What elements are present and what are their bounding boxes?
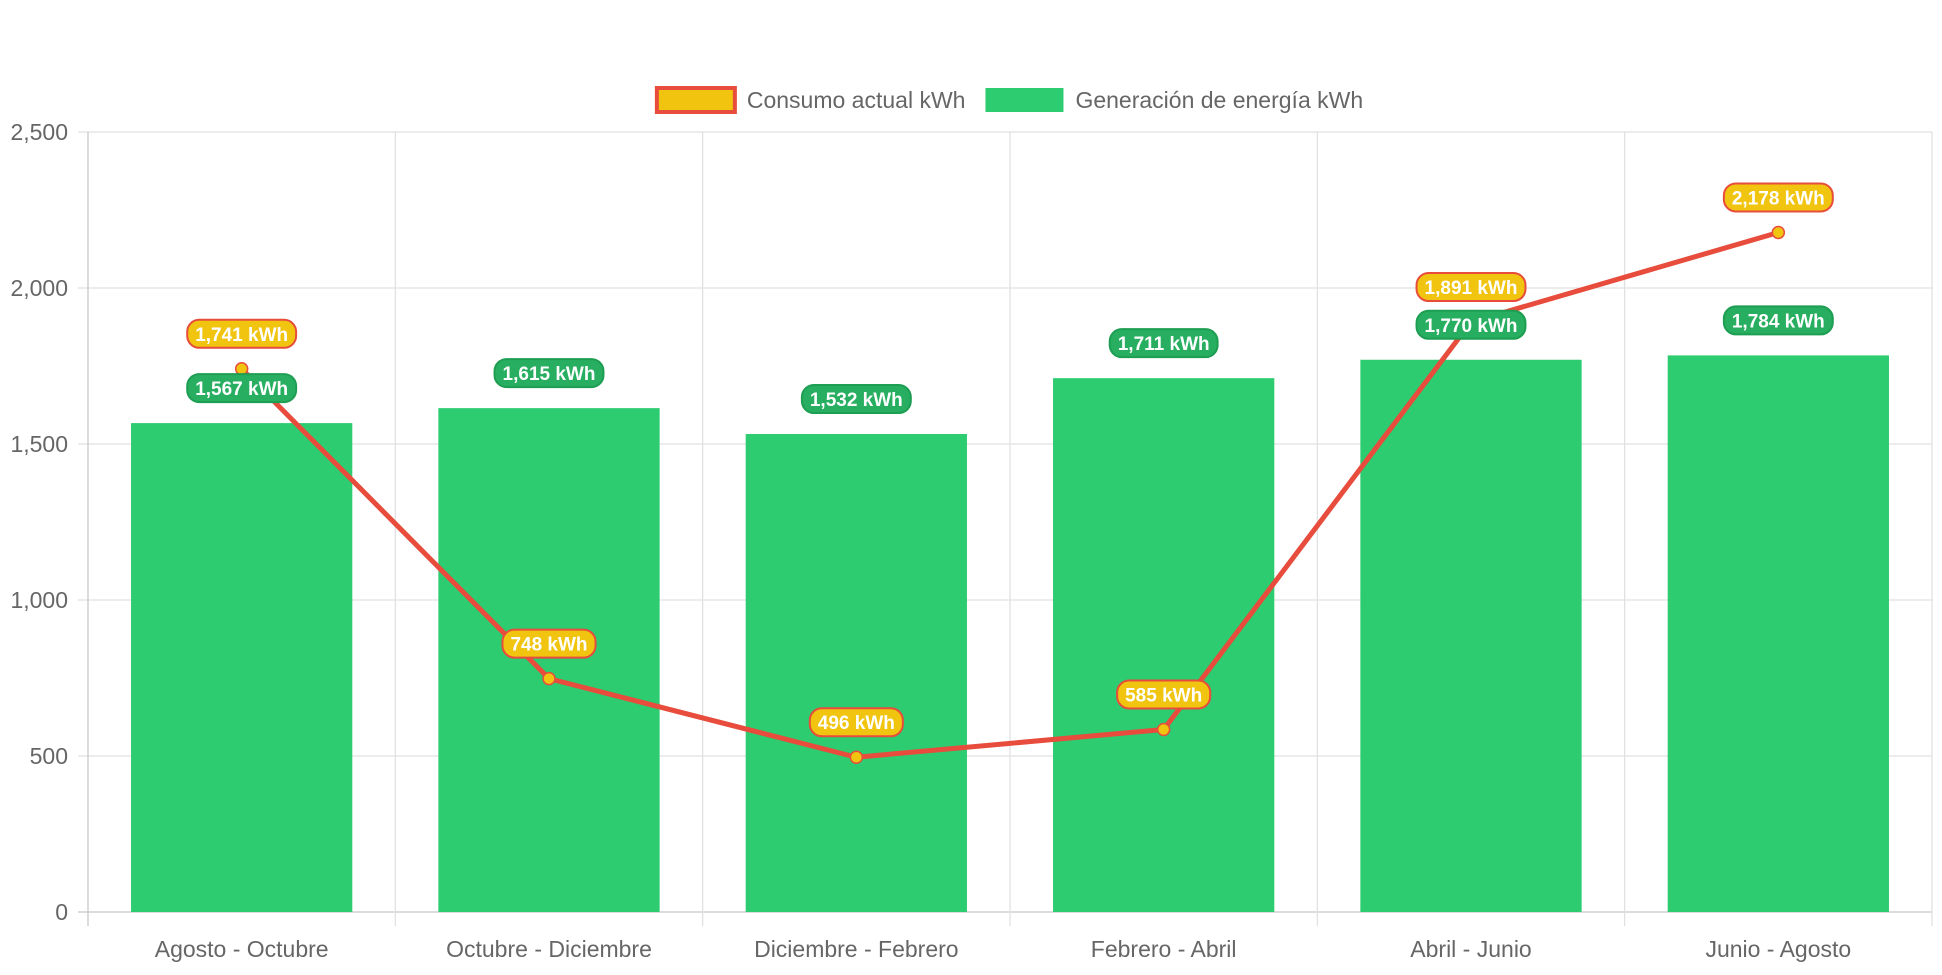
legend-swatch bbox=[654, 86, 737, 114]
bar-data-label: 1,615 kWh bbox=[503, 364, 596, 385]
line-data-label: 748 kWh bbox=[510, 635, 587, 656]
line-data-label-box bbox=[1722, 182, 1834, 213]
x-tick-label: Octubre - Diciembre bbox=[446, 936, 652, 962]
data-labels: 1,567 kWh 1,615 kWh 1,532 kWh 1,711 kWh 1,77… bbox=[186, 182, 1834, 738]
bar-data-label-group: 1,567 kWh bbox=[186, 373, 298, 404]
x-tick-label: Agosto - Octubre bbox=[155, 936, 329, 962]
bar bbox=[1053, 378, 1275, 913]
bar bbox=[1360, 359, 1582, 912]
legend-swatch bbox=[985, 88, 1064, 112]
bar bbox=[745, 434, 967, 912]
line-data-label-group: 1,891 kWh bbox=[1415, 272, 1527, 303]
line-data-label-group: 1,741 kWh bbox=[186, 318, 298, 349]
bar-data-label-box bbox=[1108, 328, 1219, 359]
bar-data-label-group: 1,784 kWh bbox=[1722, 305, 1834, 336]
line-data-label: 2,178 kWh bbox=[1732, 188, 1825, 209]
bar-data-label-box bbox=[186, 373, 298, 404]
bar bbox=[438, 408, 660, 912]
line-data-label-box bbox=[1116, 679, 1212, 710]
line-data-label-group: 585 kWh bbox=[1116, 679, 1212, 710]
legend-label: Generación de energía kWh bbox=[1075, 87, 1363, 113]
bar-data-label: 1,567 kWh bbox=[195, 379, 288, 400]
line-point bbox=[849, 750, 864, 764]
line-data-label: 1,741 kWh bbox=[195, 325, 288, 346]
bar-series bbox=[131, 355, 1889, 913]
bar-data-label-box bbox=[493, 358, 605, 389]
line-data-label-box bbox=[808, 707, 904, 738]
bar-data-label: 1,784 kWh bbox=[1732, 311, 1825, 332]
y-tick-label: 1,500 bbox=[10, 431, 68, 457]
bar-data-label-group: 1,532 kWh bbox=[800, 384, 912, 415]
line-data-label: 1,891 kWh bbox=[1425, 278, 1518, 299]
line-data-label-box bbox=[186, 318, 298, 349]
bar-data-label-group: 1,711 kWh bbox=[1108, 328, 1219, 359]
line-data-label: 585 kWh bbox=[1125, 685, 1202, 706]
y-tick-label: 2,000 bbox=[10, 275, 68, 301]
line-point bbox=[1771, 225, 1786, 240]
chart-legend: Consumo actual kWh Generación de energía … bbox=[654, 86, 1363, 114]
line-data-label-group: 2,178 kWh bbox=[1722, 182, 1834, 213]
x-tick-label: Abril - Junio bbox=[1410, 936, 1531, 962]
x-tick-label: Diciembre - Febrero bbox=[754, 936, 959, 962]
chart-axes: 0 500 1,000 1,500 2,000 2,500 Agosto - Octubre… bbox=[10, 119, 1851, 962]
y-tick-label: 500 bbox=[30, 743, 68, 769]
bar bbox=[1667, 355, 1889, 913]
line-data-label-group: 748 kWh bbox=[501, 628, 597, 659]
bar-data-label-box bbox=[800, 384, 912, 415]
line-data-label-group: 496 kWh bbox=[808, 707, 904, 738]
bar-data-label: 1,532 kWh bbox=[810, 390, 903, 411]
line-data-label: 496 kWh bbox=[818, 713, 895, 734]
bar-data-label-group: 1,770 kWh bbox=[1415, 309, 1527, 340]
y-tick-label: 2,500 bbox=[10, 119, 68, 145]
line-point bbox=[234, 362, 249, 376]
legend-item-generacion: Generación de energía kWh bbox=[985, 87, 1363, 113]
y-tick-label: 0 bbox=[55, 899, 68, 925]
line-point bbox=[1156, 722, 1171, 737]
bar-data-label-group: 1,615 kWh bbox=[493, 358, 605, 389]
bar-data-label-box bbox=[1722, 305, 1834, 336]
bar-data-label: 1,711 kWh bbox=[1118, 334, 1210, 355]
bar bbox=[131, 423, 353, 912]
line-path bbox=[239, 230, 1780, 760]
chart-grid bbox=[78, 131, 1933, 926]
x-tick-label: Febrero - Abril bbox=[1091, 936, 1237, 962]
y-tick-label: 1,000 bbox=[10, 587, 68, 613]
line-data-label-box bbox=[501, 628, 597, 659]
legend-label: Consumo actual kWh bbox=[747, 87, 966, 113]
bar-data-label-box bbox=[1415, 309, 1527, 340]
bar-data-label: 1,770 kWh bbox=[1425, 316, 1518, 337]
line-point bbox=[542, 671, 556, 686]
legend-item-consumo: Consumo actual kWh bbox=[654, 86, 966, 114]
line-data-label-box bbox=[1415, 272, 1527, 303]
x-tick-label: Junio - Agosto bbox=[1705, 936, 1851, 962]
